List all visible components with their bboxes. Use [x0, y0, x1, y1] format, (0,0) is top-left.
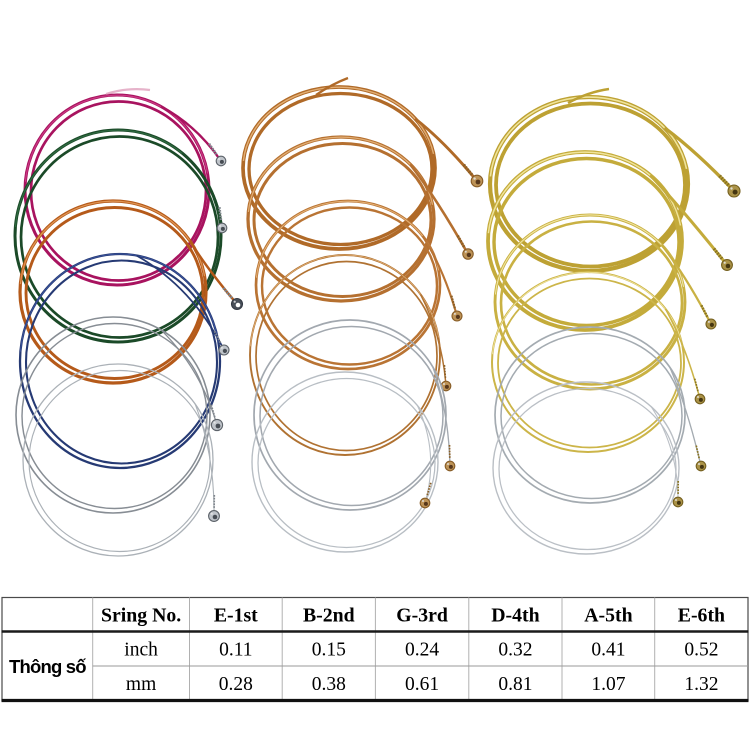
svg-text:E-6th: E-6th [678, 605, 725, 627]
svg-text:0.32: 0.32 [498, 640, 532, 661]
svg-text:0.52: 0.52 [684, 640, 718, 661]
svg-text:G-3rd: G-3rd [396, 605, 448, 627]
svg-text:0.24: 0.24 [405, 640, 439, 661]
svg-text:mm: mm [126, 674, 156, 695]
svg-text:Thông số: Thông số [9, 656, 86, 677]
svg-text:0.61: 0.61 [405, 674, 439, 695]
svg-text:Sring No.: Sring No. [101, 605, 181, 627]
svg-text:1.32: 1.32 [684, 674, 718, 695]
svg-text:0.11: 0.11 [219, 640, 252, 661]
svg-text:0.15: 0.15 [312, 640, 346, 661]
svg-text:1.07: 1.07 [591, 674, 625, 695]
svg-text:0.41: 0.41 [591, 640, 625, 661]
svg-text:0.38: 0.38 [312, 674, 346, 695]
svg-text:A-5th: A-5th [584, 605, 632, 627]
svg-text:E-1st: E-1st [214, 605, 258, 627]
svg-text:0.28: 0.28 [219, 674, 253, 695]
svg-text:D-4th: D-4th [491, 605, 539, 627]
svg-text:0.81: 0.81 [498, 674, 532, 695]
svg-text:B-2nd: B-2nd [303, 605, 355, 627]
svg-text:inch: inch [124, 640, 158, 661]
